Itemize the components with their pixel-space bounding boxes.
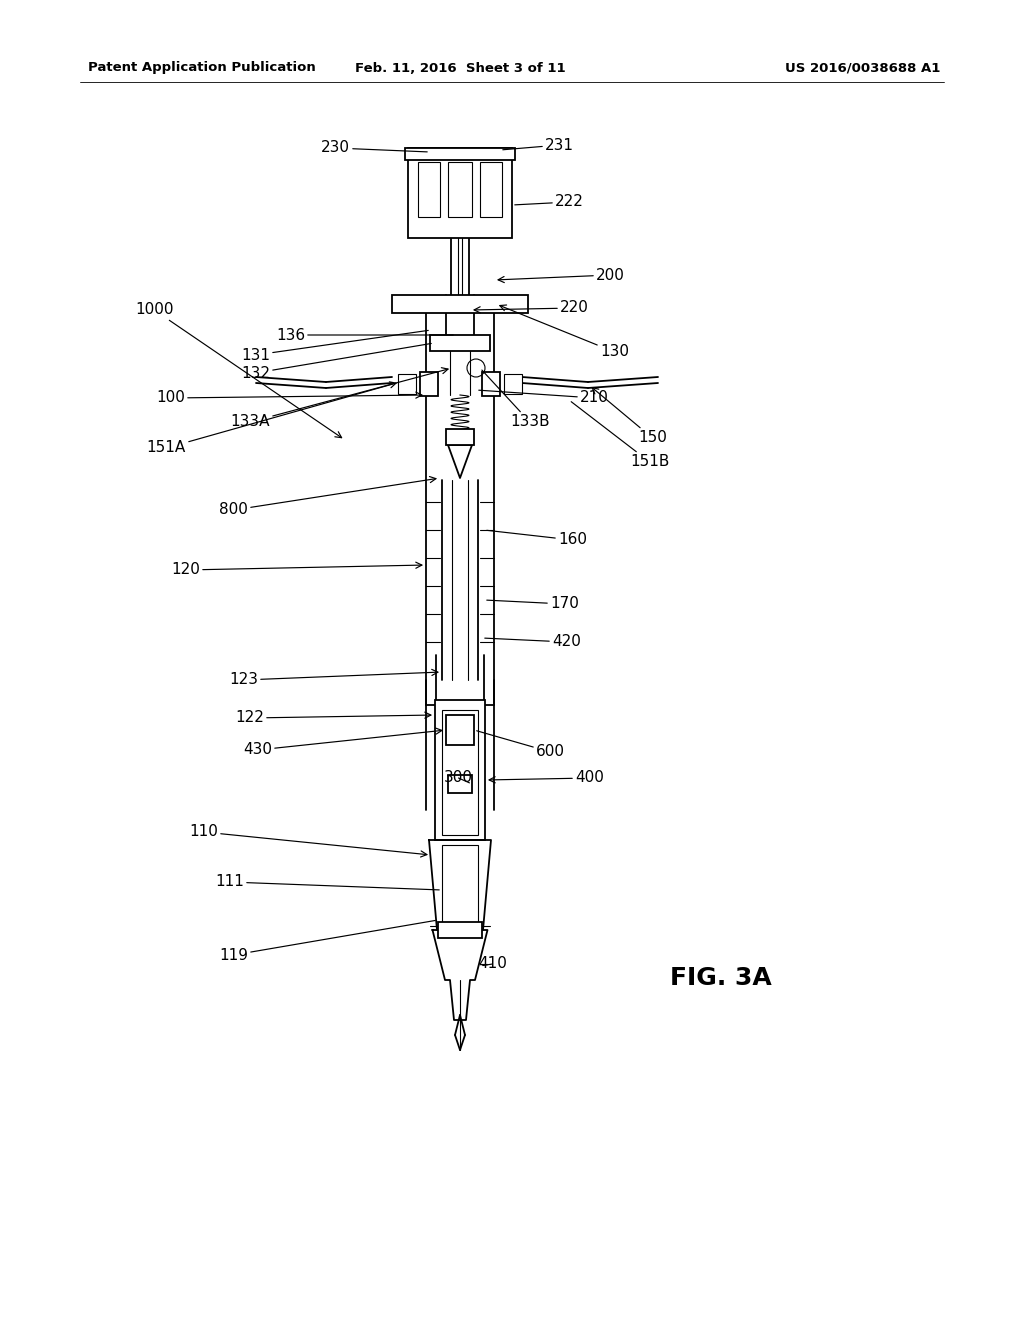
Text: Patent Application Publication: Patent Application Publication <box>88 62 315 74</box>
Bar <box>442 845 478 925</box>
Text: 210: 210 <box>479 391 609 405</box>
Text: 430: 430 <box>243 729 442 758</box>
Text: US 2016/0038688 A1: US 2016/0038688 A1 <box>784 62 940 74</box>
Polygon shape <box>432 931 487 1020</box>
Bar <box>446 715 474 744</box>
Text: 420: 420 <box>484 635 581 649</box>
Bar <box>504 374 522 393</box>
Text: 220: 220 <box>474 301 589 315</box>
Bar <box>430 335 490 351</box>
Bar <box>435 700 485 840</box>
Text: 131: 131 <box>241 330 428 363</box>
Polygon shape <box>429 840 490 931</box>
Text: FIG. 3A: FIG. 3A <box>670 966 772 990</box>
Text: 123: 123 <box>229 669 438 688</box>
Polygon shape <box>449 445 472 478</box>
Text: 400: 400 <box>489 771 604 785</box>
Bar <box>446 429 474 445</box>
Text: 160: 160 <box>486 531 587 548</box>
Text: 800: 800 <box>219 477 436 517</box>
Text: 170: 170 <box>486 597 579 611</box>
Bar <box>442 710 478 836</box>
Bar <box>406 148 515 160</box>
Text: 151B: 151B <box>571 401 670 470</box>
Text: 132: 132 <box>241 343 431 380</box>
Text: 410: 410 <box>478 957 507 972</box>
Text: 110: 110 <box>189 825 427 857</box>
Text: 111: 111 <box>215 874 439 890</box>
Bar <box>420 372 438 396</box>
Bar <box>408 148 512 238</box>
Bar <box>392 294 528 313</box>
Text: 231: 231 <box>503 137 574 153</box>
Text: 119: 119 <box>219 920 435 962</box>
Text: 200: 200 <box>498 268 625 282</box>
Text: 133B: 133B <box>482 370 550 429</box>
Text: 100: 100 <box>156 391 422 405</box>
Text: 300: 300 <box>444 771 473 785</box>
Bar <box>398 374 416 393</box>
Bar <box>418 162 440 216</box>
Bar <box>449 162 472 216</box>
Text: 150: 150 <box>592 388 667 446</box>
Text: 133A: 133A <box>230 368 449 429</box>
Text: 230: 230 <box>321 140 427 156</box>
Text: Feb. 11, 2016  Sheet 3 of 11: Feb. 11, 2016 Sheet 3 of 11 <box>354 62 565 74</box>
Bar <box>480 162 502 216</box>
Text: 122: 122 <box>236 710 431 726</box>
Text: 151A: 151A <box>146 381 396 455</box>
Text: 136: 136 <box>275 327 454 342</box>
Bar <box>449 775 472 793</box>
Text: 222: 222 <box>515 194 584 210</box>
Bar <box>438 921 482 939</box>
Text: 120: 120 <box>171 562 422 578</box>
Bar <box>482 372 500 396</box>
Text: 1000: 1000 <box>135 302 342 438</box>
Text: 600: 600 <box>476 731 565 759</box>
Text: 130: 130 <box>500 305 629 359</box>
